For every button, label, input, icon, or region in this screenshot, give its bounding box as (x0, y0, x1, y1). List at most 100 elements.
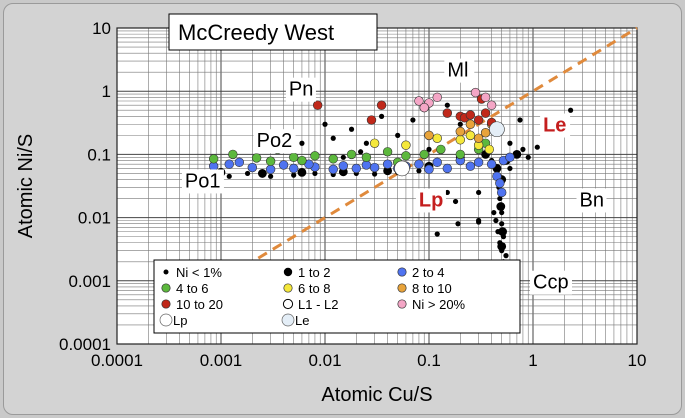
data-point-2-to-4 (278, 160, 289, 170)
data-point-ni-1- (348, 126, 355, 132)
data-point-1-to-2 (497, 242, 507, 251)
x-tick-label: 0.01 (308, 351, 341, 370)
data-point-6-to-8 (484, 144, 494, 155)
data-point-2-to-4 (442, 163, 453, 174)
data-point-4-to-6 (382, 147, 393, 157)
mineral-label-po2: Po2 (257, 130, 293, 152)
data-point-2-to-4 (505, 152, 515, 162)
data-point-4-to-6 (419, 149, 429, 160)
data-point-2-to-4 (473, 157, 484, 167)
legend-marker (163, 269, 169, 275)
data-point-4-to-6 (251, 153, 262, 163)
data-point-2-to-4 (247, 162, 258, 173)
data-point-8-to-10 (480, 128, 491, 138)
data-point-1-to-2 (383, 166, 393, 176)
data-point-ni-1- (499, 221, 505, 227)
data-point-10-to-20 (312, 100, 323, 110)
legend-marker (397, 299, 407, 309)
data-point-2-to-4 (369, 162, 380, 173)
legend-label: Lp (173, 313, 187, 328)
x-tick-label: 0.001 (200, 351, 243, 370)
x-tick-label: 1 (528, 351, 537, 370)
data-point-4-to-6 (401, 151, 411, 161)
data-point-4-to-6 (265, 156, 276, 166)
data-point-2-to-4 (351, 163, 362, 174)
data-point-ni-1- (322, 121, 328, 127)
y-tick-label: 0.0001 (59, 335, 111, 354)
data-point-8-to-10 (473, 133, 484, 143)
legend-label: L1 - L2 (298, 297, 338, 312)
data-point-4-to-6 (361, 152, 372, 162)
data-point-10-to-20 (376, 100, 387, 110)
data-point-ni-1- (378, 113, 385, 119)
data-point-ni-1- (525, 154, 531, 160)
data-point-ni-1- (410, 117, 416, 123)
data-point-ni-1- (491, 209, 497, 216)
data-point-2-to-4 (234, 157, 245, 167)
data-point-2-to-4 (432, 157, 442, 167)
one-to-one-reference-line (228, 26, 638, 278)
data-point-2-to-4 (338, 161, 349, 171)
data-point-1-to-2 (257, 169, 267, 178)
data-point-2-to-4 (495, 178, 505, 188)
mineral-label-background (540, 113, 571, 138)
data-point-ni-20- (480, 92, 491, 103)
y-tick-label: 0.1 (87, 145, 111, 164)
data-point-ni-1- (312, 170, 318, 177)
mineral-label-background (576, 188, 607, 213)
legend-marker (397, 283, 407, 293)
data-point-4-to-6 (436, 144, 446, 155)
data-point-10-to-20 (366, 115, 377, 125)
data-point-6-to-8 (455, 135, 466, 145)
data-point-ni-1- (416, 168, 422, 174)
mineral-labels: Pn Po2 Po1 Ml Le Lp Bn Ccp (181, 58, 607, 295)
data-point-2-to-4 (288, 163, 299, 174)
data-point-ni-1- (426, 146, 432, 152)
y-tick-label: 1 (102, 82, 111, 101)
mineral-label-bn: Bn (580, 189, 604, 211)
data-point-ni-1- (517, 117, 523, 123)
mineral-label-background (181, 169, 224, 194)
scatter-chart: 0.0001 0.001 0.01 0.1 1 10 10 1 0.1 0.01 0.001 0.00… (15, 13, 647, 406)
data-point-8-to-10 (455, 126, 466, 137)
data-point-2-to-4 (328, 164, 338, 175)
data-point-6-to-8 (432, 133, 442, 143)
data-point-ni-1- (520, 146, 526, 152)
data-point-ni-1- (499, 209, 505, 216)
legend-label: 8 to 10 (412, 281, 452, 296)
data-point-10-to-20 (442, 108, 453, 118)
data-point-ni-1- (395, 132, 401, 138)
x-tick-label: 10 (628, 351, 647, 370)
data-point-ni-1- (434, 231, 440, 237)
data-point-6-to-8 (369, 138, 380, 148)
mineral-label-background (285, 77, 316, 102)
legend-marker (283, 267, 293, 277)
legend-marker (159, 313, 173, 327)
data-point-ni-1- (457, 121, 463, 127)
data-point-6-to-8 (465, 130, 476, 141)
y-tick-label: 0.01 (78, 209, 111, 228)
mineral-label-po1: Po1 (185, 170, 221, 192)
data-point-4-to-6 (346, 149, 357, 160)
data-point-ni-20- (486, 100, 497, 110)
data-point-2-to-4 (486, 159, 497, 169)
chart-frame: 0.0001 0.001 0.01 0.1 1 10 10 1 0.1 0.01 0.001 0.00… (3, 3, 682, 415)
legend-box (153, 259, 521, 334)
data-point-2-to-4 (424, 164, 434, 175)
legend-label: 1 to 2 (298, 265, 331, 280)
data-point-ni-1- (476, 219, 482, 225)
data-point-ni-1- (268, 173, 274, 179)
legend-label: 4 to 6 (176, 281, 209, 296)
data-point-1-to-2 (297, 167, 307, 177)
data-point-2-to-4 (224, 159, 234, 169)
chart-title: McCreedy West (178, 20, 334, 45)
data-point-4-to-6 (297, 155, 307, 166)
data-point-ni-1- (476, 189, 482, 196)
mineral-label-le: Le (543, 115, 566, 137)
legend-label: Ni > 20% (412, 297, 466, 312)
data-point-ni-20- (470, 87, 481, 98)
data-point-2-to-4 (496, 187, 507, 198)
mineral-label-pn: Pn (289, 79, 313, 101)
legend-marker (397, 267, 407, 277)
chart-title-background (168, 13, 378, 51)
